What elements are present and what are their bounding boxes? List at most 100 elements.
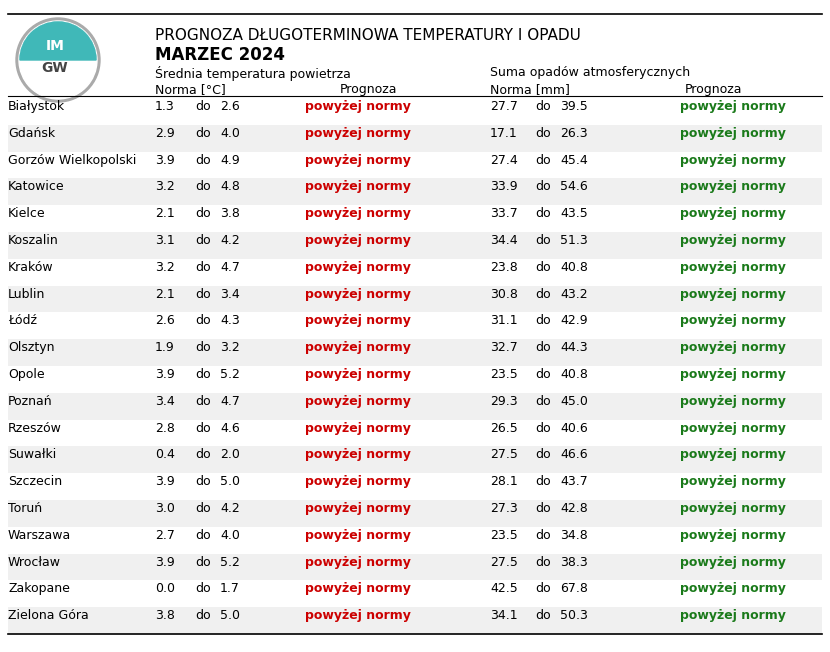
Text: 3.0: 3.0	[155, 502, 175, 515]
Text: 27.7: 27.7	[490, 100, 518, 113]
Text: powyżej normy: powyżej normy	[680, 529, 786, 542]
Text: Kielce: Kielce	[8, 207, 46, 220]
Text: Koszalin: Koszalin	[8, 234, 59, 247]
Text: 23.5: 23.5	[490, 368, 518, 381]
FancyBboxPatch shape	[8, 447, 822, 473]
Text: do: do	[535, 261, 550, 274]
Text: powyżej normy: powyżej normy	[680, 609, 786, 622]
Text: do: do	[195, 502, 211, 515]
Text: powyżej normy: powyżej normy	[305, 529, 411, 542]
Text: powyżej normy: powyżej normy	[305, 341, 411, 354]
Text: do: do	[195, 395, 211, 408]
Text: GW: GW	[42, 61, 68, 75]
Circle shape	[19, 21, 97, 99]
Text: powyżej normy: powyżej normy	[305, 449, 411, 462]
Text: do: do	[195, 207, 211, 220]
Text: do: do	[535, 100, 550, 113]
Text: do: do	[535, 341, 550, 354]
Text: do: do	[535, 556, 550, 569]
Text: do: do	[535, 502, 550, 515]
FancyBboxPatch shape	[8, 259, 822, 286]
Text: 33.9: 33.9	[490, 181, 518, 194]
Wedge shape	[20, 22, 96, 60]
Text: 4.8: 4.8	[220, 181, 240, 194]
Text: do: do	[195, 449, 211, 462]
Text: PROGNOZA DŁUGOTERMINOWA TEMPERATURY I OPADU: PROGNOZA DŁUGOTERMINOWA TEMPERATURY I OP…	[155, 28, 581, 43]
Text: 27.3: 27.3	[490, 502, 518, 515]
Text: powyżej normy: powyżej normy	[680, 288, 786, 301]
Text: Katowice: Katowice	[8, 181, 65, 194]
Text: powyżej normy: powyżej normy	[305, 475, 411, 488]
Text: 27.5: 27.5	[490, 556, 518, 569]
Text: 42.8: 42.8	[560, 502, 588, 515]
Text: 42.9: 42.9	[560, 314, 588, 327]
Text: 40.8: 40.8	[560, 368, 588, 381]
Text: powyżej normy: powyżej normy	[680, 582, 786, 595]
Text: 4.2: 4.2	[220, 234, 240, 247]
Text: do: do	[195, 181, 211, 194]
FancyBboxPatch shape	[8, 232, 822, 259]
Text: 51.3: 51.3	[560, 234, 588, 247]
Text: 4.7: 4.7	[220, 395, 240, 408]
Text: do: do	[535, 181, 550, 194]
FancyBboxPatch shape	[8, 420, 822, 447]
Text: powyżej normy: powyżej normy	[305, 422, 411, 435]
Text: 0.0: 0.0	[155, 582, 175, 595]
Text: 45.0: 45.0	[560, 395, 588, 408]
Text: do: do	[195, 529, 211, 542]
Text: 43.7: 43.7	[560, 475, 588, 488]
Text: 54.6: 54.6	[560, 181, 588, 194]
Text: powyżej normy: powyżej normy	[680, 368, 786, 381]
Text: powyżej normy: powyżej normy	[305, 609, 411, 622]
Text: Warszawa: Warszawa	[8, 529, 71, 542]
Text: Wrocław: Wrocław	[8, 556, 61, 569]
Text: do: do	[195, 556, 211, 569]
Circle shape	[16, 18, 100, 102]
Text: do: do	[535, 126, 550, 140]
Text: 42.5: 42.5	[490, 582, 518, 595]
Text: do: do	[535, 154, 550, 167]
Text: Norma [mm]: Norma [mm]	[490, 83, 570, 96]
Text: 3.9: 3.9	[155, 556, 175, 569]
Text: 23.8: 23.8	[490, 261, 518, 274]
FancyBboxPatch shape	[8, 312, 822, 339]
Text: do: do	[195, 422, 211, 435]
Text: Zakopane: Zakopane	[8, 582, 70, 595]
Text: Prognoza: Prognoza	[340, 83, 398, 96]
Text: do: do	[195, 261, 211, 274]
Text: Opole: Opole	[8, 368, 45, 381]
Text: powyżej normy: powyżej normy	[305, 314, 411, 327]
Text: 5.0: 5.0	[220, 609, 240, 622]
Text: powyżej normy: powyżej normy	[305, 261, 411, 274]
Text: do: do	[195, 314, 211, 327]
Text: do: do	[535, 395, 550, 408]
Text: 46.6: 46.6	[560, 449, 588, 462]
Text: 4.2: 4.2	[220, 502, 240, 515]
Text: 4.0: 4.0	[220, 126, 240, 140]
Text: 3.2: 3.2	[220, 341, 240, 354]
Circle shape	[20, 22, 96, 98]
Text: 32.7: 32.7	[490, 341, 518, 354]
Text: MARZEC 2024: MARZEC 2024	[155, 46, 285, 64]
Text: 27.5: 27.5	[490, 449, 518, 462]
Text: powyżej normy: powyżej normy	[680, 261, 786, 274]
Text: 2.1: 2.1	[155, 207, 175, 220]
Text: Toruń: Toruń	[8, 502, 42, 515]
FancyBboxPatch shape	[8, 152, 822, 179]
Text: 45.4: 45.4	[560, 154, 588, 167]
Text: do: do	[535, 475, 550, 488]
Text: powyżej normy: powyżej normy	[305, 288, 411, 301]
Text: IM: IM	[46, 39, 65, 53]
Text: Rzeszów: Rzeszów	[8, 422, 62, 435]
FancyBboxPatch shape	[8, 554, 822, 580]
Text: 3.8: 3.8	[220, 207, 240, 220]
Wedge shape	[20, 22, 96, 60]
Text: powyżej normy: powyżej normy	[305, 207, 411, 220]
Text: powyżej normy: powyżej normy	[305, 556, 411, 569]
Text: do: do	[535, 288, 550, 301]
Text: do: do	[535, 609, 550, 622]
Text: Prognoza: Prognoza	[685, 83, 743, 96]
Text: do: do	[535, 314, 550, 327]
Text: do: do	[195, 368, 211, 381]
Text: Łódź: Łódź	[8, 314, 37, 327]
